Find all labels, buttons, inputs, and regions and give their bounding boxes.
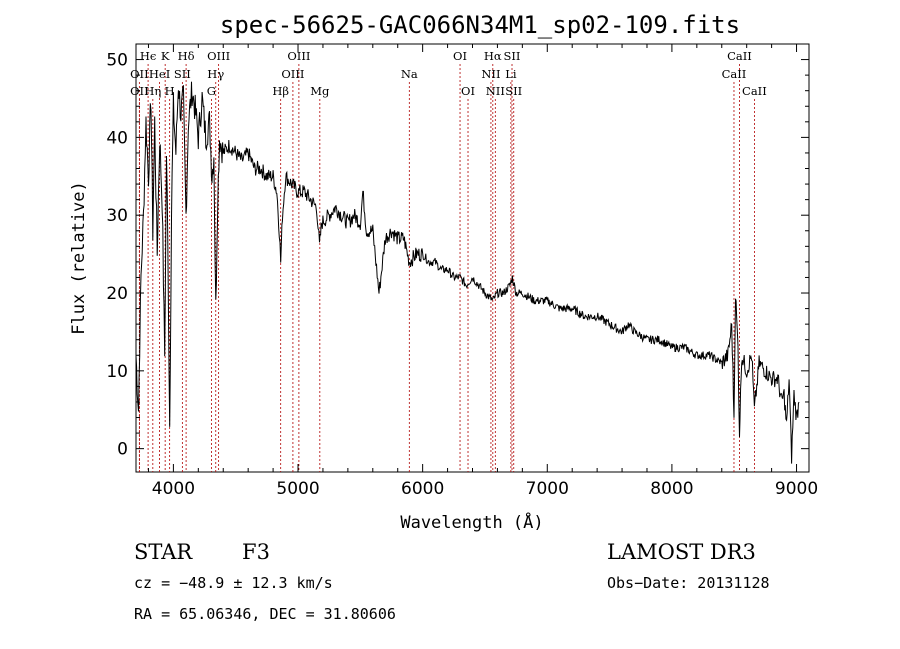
y-axis-ticks: 0 10 20 30 40 50 [106,51,809,460]
line-label: Hγ [207,67,224,81]
line-label: HeI [149,67,170,81]
line-label: Hβ [272,84,289,98]
line-label: CaII [727,49,752,63]
y-tick-label: 40 [106,128,128,148]
x-tick-label: 8000 [650,479,693,499]
line-label: CaII [722,67,747,81]
x-tick-label: 7000 [526,479,569,499]
line-label: Hη [144,84,161,98]
x-tick-label: 9000 [775,479,818,499]
x-tick-label: 6000 [401,479,444,499]
line-label: K [161,49,170,63]
x-axis-label: Wavelength (Å) [400,511,543,533]
line-label: Hα [484,49,502,63]
line-label: SII [174,67,191,81]
object-class: STAR [134,540,193,564]
line-label: Hδ [178,49,195,63]
line-label: Na [401,67,418,81]
object-subclass: F3 [242,540,270,564]
y-axis-label: Flux (relative) [69,181,89,335]
coordinates: RA = 65.06346, DEC = 31.80606 [134,605,396,623]
line-label: OIII [281,67,304,81]
y-tick-label: 20 [106,284,128,304]
y-tick-label: 50 [106,51,128,71]
line-label: NII [481,67,500,81]
line-label: OII [130,67,149,81]
redshift-velocity: cz = −48.9 ± 12.3 km/s [134,574,333,592]
line-label: SII [505,84,522,98]
line-label: SII [504,49,521,63]
x-axis-ticks: 4000 5000 6000 7000 8000 9000 [147,44,818,499]
line-label: Mg [310,84,330,98]
line-label: H [165,84,175,98]
observation-date: Obs−Date: 20131128 [607,574,770,592]
survey-name: LAMOST DR3 [607,540,756,564]
y-tick-label: 0 [117,440,128,460]
info-panel: STAR F3 LAMOST DR3 cz = −48.9 ± 12.3 km/… [134,540,770,623]
chart-title: spec-56625-GAC066N34M1_sp02-109.fits [220,11,740,39]
plot-frame [135,43,810,473]
line-label: OIII [207,49,230,63]
line-label: CaII [742,84,767,98]
spectral-line-markers [138,64,755,472]
y-tick-label: 10 [106,362,128,382]
line-label: OI [453,49,467,63]
line-label: NII [486,84,505,98]
line-label: OI [461,84,475,98]
line-label: Li [505,67,517,81]
spectrum-series [135,81,800,464]
y-tick-label: 30 [106,206,128,226]
x-tick-label: 4000 [152,479,195,499]
x-tick-label: 5000 [276,479,319,499]
line-label: G [207,84,216,98]
line-label: OIII [287,49,310,63]
line-label: Hϵ [140,49,156,63]
